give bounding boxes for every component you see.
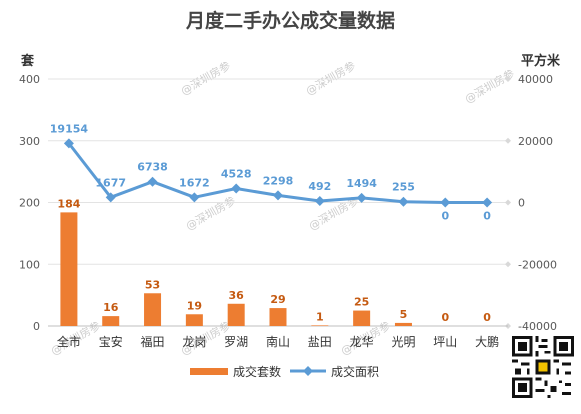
left-axis-unit: 套 bbox=[21, 54, 35, 69]
bar-data-label: 184 bbox=[57, 197, 80, 210]
legend-bar-label: 成交套数 bbox=[233, 364, 281, 379]
line-data-label: 1672 bbox=[179, 176, 210, 189]
line-point bbox=[398, 196, 409, 207]
x-tick-label: 盐田 bbox=[308, 335, 332, 349]
bar-data-label: 29 bbox=[270, 293, 285, 306]
x-tick-label: 宝安 bbox=[99, 334, 123, 349]
bar bbox=[102, 316, 120, 326]
x-tick-label: 龙岗 bbox=[182, 335, 206, 349]
line-point bbox=[147, 176, 158, 187]
line-point bbox=[356, 192, 367, 203]
line-data-label: 255 bbox=[392, 181, 415, 194]
x-tick-label: 光明 bbox=[391, 335, 415, 349]
line-point bbox=[189, 192, 200, 203]
right-tick-label: 40000 bbox=[518, 73, 553, 86]
right-tick-label: -40000 bbox=[518, 320, 557, 333]
qr-code bbox=[512, 336, 574, 398]
bar-data-label: 1 bbox=[316, 310, 324, 323]
right-tick-label: 20000 bbox=[518, 135, 553, 148]
line-data-label: 6738 bbox=[137, 161, 168, 174]
bar-data-label: 16 bbox=[103, 301, 119, 314]
x-tick-label: 坪山 bbox=[433, 335, 457, 349]
bar-data-label: 0 bbox=[441, 311, 449, 324]
bar bbox=[353, 310, 371, 326]
line-data-label: 492 bbox=[308, 180, 331, 193]
bar bbox=[269, 308, 287, 326]
line-point bbox=[440, 197, 451, 208]
line-data-label: 19154 bbox=[50, 122, 89, 135]
line-data-label: 1494 bbox=[346, 177, 377, 190]
line-point bbox=[314, 195, 325, 206]
x-tick-label: 南山 bbox=[266, 334, 290, 349]
line-data-label: 4528 bbox=[221, 168, 252, 181]
bar bbox=[311, 325, 329, 326]
x-tick-label: 龙华 bbox=[350, 335, 374, 349]
left-tick-label: 0 bbox=[33, 320, 40, 333]
line-point bbox=[273, 190, 283, 201]
right-axis-unit: 平方米 bbox=[521, 54, 561, 69]
line-data-label: 0 bbox=[441, 210, 449, 223]
left-tick-label: 200 bbox=[19, 197, 40, 210]
bar-data-label: 25 bbox=[354, 296, 369, 309]
right-axis-marker bbox=[505, 137, 511, 144]
bar bbox=[185, 314, 203, 326]
bar bbox=[144, 293, 162, 326]
bar bbox=[60, 212, 78, 326]
x-tick-label: 全市 bbox=[57, 334, 81, 349]
line-point bbox=[231, 183, 242, 194]
line-point bbox=[482, 197, 493, 208]
bar bbox=[227, 303, 245, 326]
x-tick-label: 福田 bbox=[141, 334, 165, 349]
right-tick-label: -20000 bbox=[518, 258, 557, 271]
right-axis-marker bbox=[505, 76, 511, 82]
bar-data-label: 0 bbox=[483, 311, 491, 324]
line-point bbox=[105, 192, 116, 203]
left-tick-label: 100 bbox=[19, 258, 40, 271]
x-tick-label: 罗湖 bbox=[224, 334, 248, 349]
right-axis-marker bbox=[505, 199, 511, 206]
legend-line-label: 成交面积 bbox=[331, 364, 379, 379]
legend-line-marker bbox=[303, 366, 313, 376]
legend-bar-swatch bbox=[190, 368, 228, 375]
left-tick-label: 400 bbox=[19, 73, 40, 86]
bar-data-label: 19 bbox=[187, 299, 202, 312]
right-axis-marker bbox=[505, 261, 511, 268]
line-point bbox=[63, 138, 74, 149]
line-data-label: 1677 bbox=[95, 176, 126, 189]
bar-data-label: 53 bbox=[145, 278, 160, 291]
right-tick-label: 0 bbox=[518, 197, 525, 210]
chart-title: 月度二手办公成交量数据 bbox=[185, 10, 395, 32]
x-tick-label: 大鹏 bbox=[475, 335, 499, 349]
bar bbox=[394, 322, 412, 326]
line-data-label: 2298 bbox=[263, 174, 294, 187]
left-tick-label: 300 bbox=[19, 135, 40, 148]
line-data-label: 0 bbox=[483, 210, 491, 223]
bar-data-label: 5 bbox=[400, 308, 408, 321]
bar-data-label: 36 bbox=[229, 289, 245, 302]
